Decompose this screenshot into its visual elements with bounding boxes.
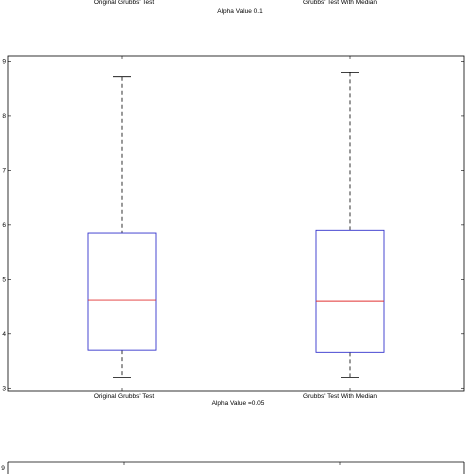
boxes xyxy=(87,56,385,391)
y-tick-label: 4 xyxy=(2,331,6,338)
plot-area xyxy=(7,55,465,392)
x-category-label: Original Grubbs' Test xyxy=(94,393,155,400)
chart-title: Alpha Value 0.1 xyxy=(217,8,263,15)
y-tick-label: 8 xyxy=(2,113,6,120)
y-tick-label: 7 xyxy=(2,168,6,175)
second-plot-y-tick-label: 9 xyxy=(1,465,5,472)
second-chart-title: Alpha Value =0.05 xyxy=(212,400,265,407)
y-tick-label: 6 xyxy=(2,222,6,229)
y-tick-label: 9 xyxy=(2,59,6,66)
x-category-label: Grubbs' Test With Median xyxy=(303,393,377,400)
y-tick-label: 5 xyxy=(2,277,6,284)
box-iqr xyxy=(315,229,385,353)
previous-panel-category-label: Grubbs' Test With Median xyxy=(303,0,377,6)
previous-panel-category-label: Original Grubbs' Test xyxy=(94,0,155,6)
y-axis: 3 4 5 6 7 8 9 xyxy=(2,59,464,393)
box-iqr xyxy=(87,232,157,351)
y-tick-label: 3 xyxy=(2,386,6,393)
